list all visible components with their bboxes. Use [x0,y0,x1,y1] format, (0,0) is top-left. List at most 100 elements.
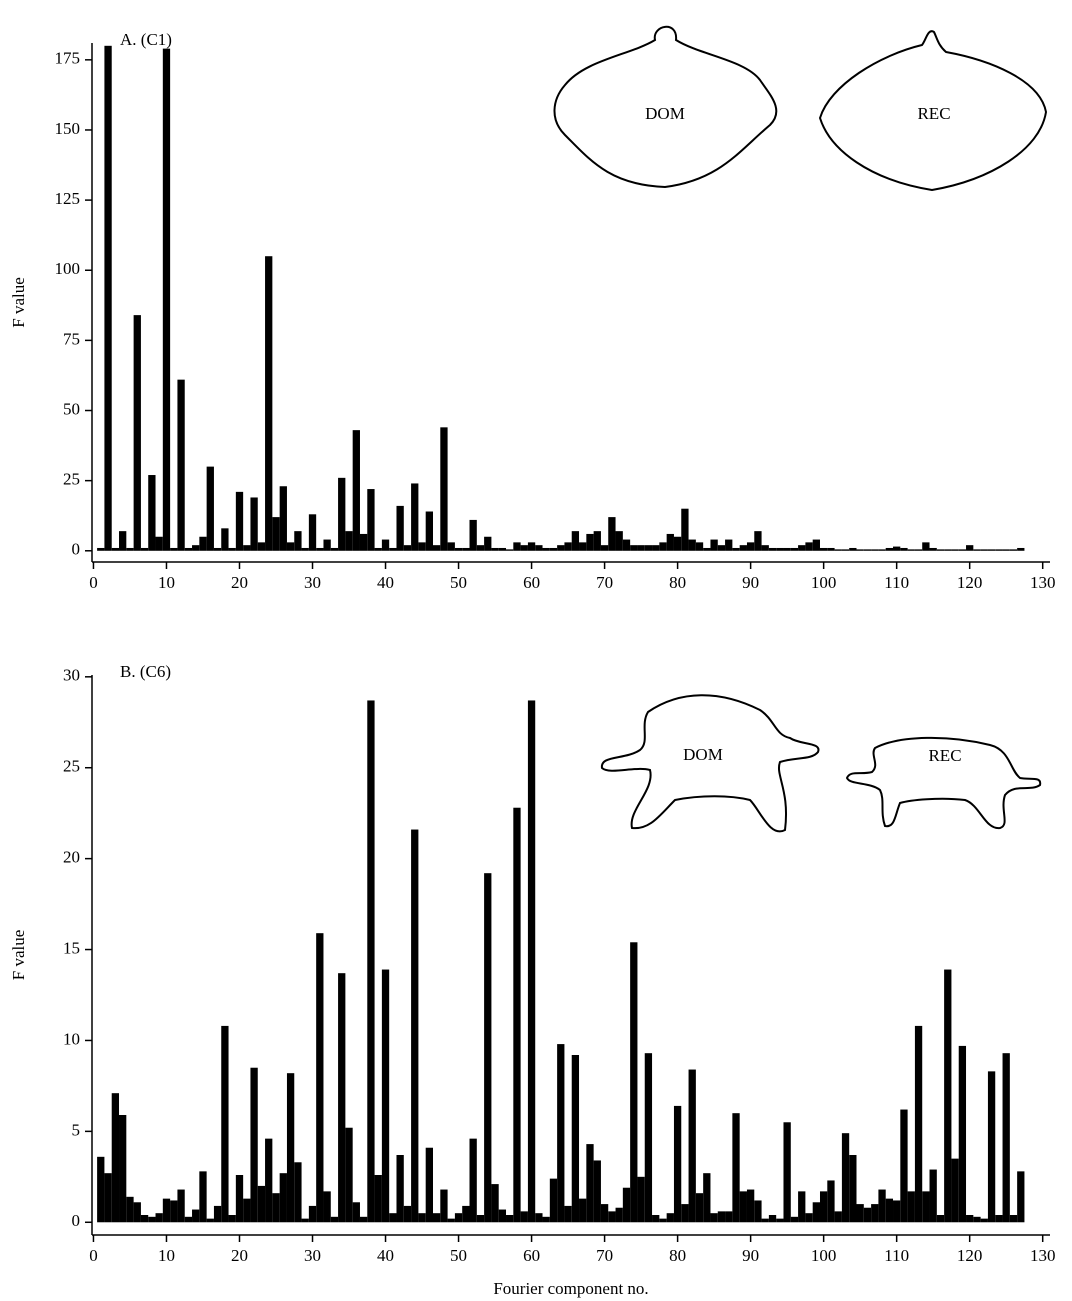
x-tick-label: 90 [742,573,759,592]
x-tick-label: 10 [158,1246,175,1265]
bar [878,549,886,551]
x-tick-label: 50 [450,573,467,592]
bar [557,545,565,551]
bar [498,547,507,551]
bar [330,1216,339,1223]
bar [966,1215,974,1223]
bar [754,1200,762,1223]
bar [213,1205,222,1223]
bar [586,533,594,551]
bar [922,542,930,551]
bar [221,1025,229,1223]
bar [155,536,163,551]
y-tick-label: 25 [63,470,80,489]
x-tick-label: 40 [377,573,394,592]
bar [929,1169,937,1223]
bar [418,1213,426,1223]
y-tick-label: 20 [63,848,80,867]
bar [936,1215,945,1223]
bar [272,517,280,551]
bar [199,536,207,551]
bar [498,1209,507,1223]
bar [878,1189,886,1223]
bar [666,533,674,551]
bar [374,547,382,551]
bar [235,491,244,551]
bar [761,545,769,551]
bar [206,1218,214,1223]
bar [491,1184,499,1223]
x-tick-label: 20 [231,1246,248,1265]
bar [819,1191,828,1223]
bar [345,1127,353,1223]
bar [432,1213,441,1223]
bar [1017,1171,1025,1223]
bar [126,1196,134,1223]
bar [484,536,492,551]
bar [695,1193,704,1223]
bar [630,545,638,551]
bar [316,933,324,1223]
bar [206,466,214,551]
bar [608,1211,616,1223]
bar [352,1202,360,1223]
bar [213,547,222,551]
bar [557,1044,565,1223]
bar [119,1115,127,1223]
bar [294,1162,302,1223]
bar [995,1215,1003,1223]
bar [440,1189,448,1223]
bar [170,1200,178,1223]
bar [484,873,492,1223]
bar [652,1215,660,1223]
shape-label: REC [928,746,961,765]
bar [330,547,339,551]
bar [710,1213,718,1223]
bar [900,1109,908,1223]
bar [586,1144,594,1223]
bar [725,539,733,551]
bar [951,1158,959,1223]
bar [637,545,645,551]
bar [593,531,601,551]
bar [133,315,141,551]
bar [104,1173,112,1223]
bar [783,547,791,551]
bar [987,549,996,551]
x-tick-label: 70 [596,1246,613,1265]
bar [885,1198,894,1223]
bar [148,475,156,551]
bar [834,1211,842,1223]
bar [571,1055,580,1223]
y-tick-label: 125 [55,189,81,208]
bar [389,547,397,551]
bar [527,700,536,1223]
bar [622,539,631,551]
bar [652,545,660,551]
bar [798,1191,806,1223]
bar [140,1215,149,1223]
x-tick-label: 70 [596,573,613,592]
bar [425,511,433,551]
bar [243,1198,251,1223]
bar [411,483,419,551]
bar [338,973,346,1223]
bar [703,1173,711,1223]
x-tick-label: 110 [884,573,909,592]
bar [571,531,580,551]
bar [681,508,689,551]
bar [732,547,740,551]
bar [257,1185,266,1223]
bar [973,1216,981,1223]
bar [542,547,550,551]
outline-dom-b [601,694,820,833]
bar [739,545,747,551]
bar [338,477,346,551]
bar [600,545,609,551]
bar [659,1218,667,1223]
bar [907,1191,915,1223]
bar [936,549,945,551]
y-tick-label: 10 [63,1029,80,1048]
bar [564,1205,572,1223]
bar [549,547,558,551]
